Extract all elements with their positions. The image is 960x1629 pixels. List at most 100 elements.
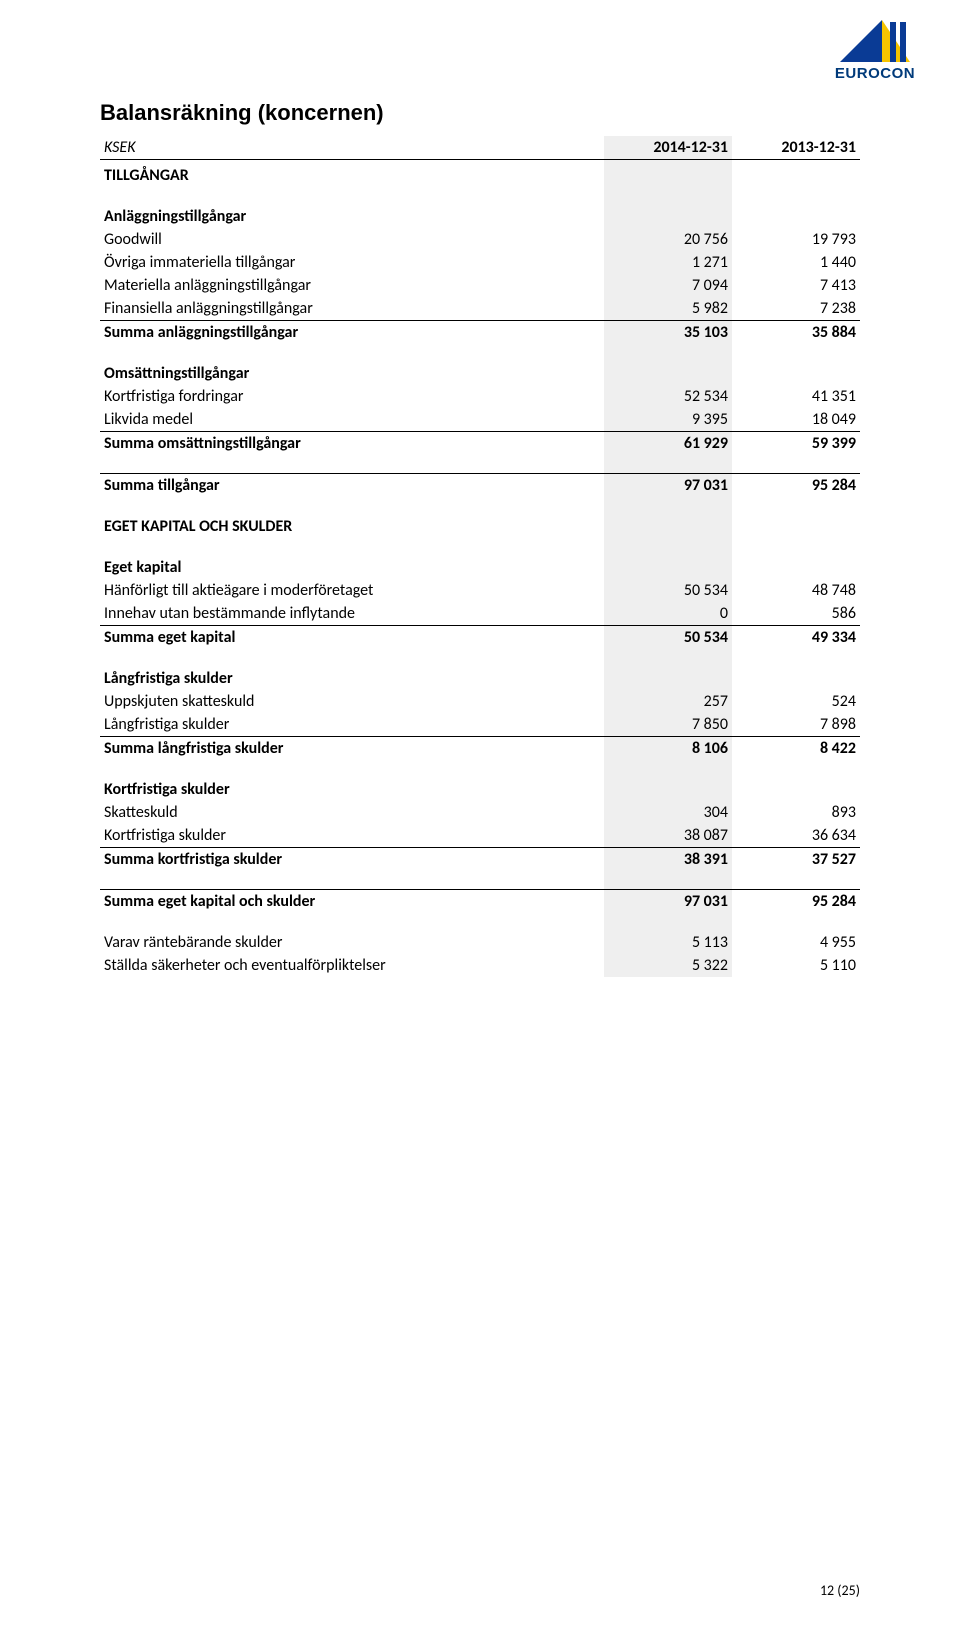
row-label: Summa långfristiga skulder bbox=[100, 737, 604, 761]
row-label: Övriga immateriella tillgångar bbox=[100, 251, 604, 274]
row-value: 893 bbox=[732, 801, 860, 824]
row-value: 7 850 bbox=[604, 713, 732, 737]
row-value: 38 087 bbox=[604, 824, 732, 848]
row-value: 304 bbox=[604, 801, 732, 824]
table-row: Kortfristiga fordringar 52 534 41 351 bbox=[100, 385, 860, 408]
row-label: Goodwill bbox=[100, 228, 604, 251]
subsection-short-term-liabilities: Kortfristiga skulder bbox=[100, 778, 860, 801]
table-row: Skatteskuld 304 893 bbox=[100, 801, 860, 824]
row-label: Summa omsättningstillgångar bbox=[100, 432, 604, 456]
subsection-title: Kortfristiga skulder bbox=[100, 778, 604, 801]
sum-row: Summa långfristiga skulder 8 106 8 422 bbox=[100, 737, 860, 761]
row-value: 9 395 bbox=[604, 408, 732, 432]
page-title: Balansräkning (koncernen) bbox=[100, 100, 860, 126]
row-value: 7 898 bbox=[732, 713, 860, 737]
section-assets: TILLGÅNGAR bbox=[100, 160, 860, 188]
row-label: Varav räntebärande skulder bbox=[100, 931, 604, 954]
row-value: 7 413 bbox=[732, 274, 860, 297]
subsection-title: Omsättningstillgångar bbox=[100, 362, 604, 385]
row-label: Hänförligt till aktieägare i moderföreta… bbox=[100, 579, 604, 602]
row-value: 61 929 bbox=[604, 432, 732, 456]
table-row: Goodwill 20 756 19 793 bbox=[100, 228, 860, 251]
row-label: Summa anläggningstillgångar bbox=[100, 321, 604, 345]
balance-table: KSEK 2014-12-31 2013-12-31 TILLGÅNGAR An… bbox=[100, 136, 860, 977]
row-label: Summa eget kapital bbox=[100, 626, 604, 650]
table-row: Materiella anläggningstillgångar 7 094 7… bbox=[100, 274, 860, 297]
table-row: Ställda säkerheter och eventualförplikte… bbox=[100, 954, 860, 977]
section-title: TILLGÅNGAR bbox=[100, 160, 604, 188]
row-value: 37 527 bbox=[732, 848, 860, 872]
row-value: 95 284 bbox=[732, 890, 860, 914]
row-label: Materiella anläggningstillgångar bbox=[100, 274, 604, 297]
row-value: 1 440 bbox=[732, 251, 860, 274]
row-value: 5 322 bbox=[604, 954, 732, 977]
table-row: Långfristiga skulder 7 850 7 898 bbox=[100, 713, 860, 737]
company-logo: EUROCON bbox=[830, 20, 920, 95]
subsection-title: Eget kapital bbox=[100, 556, 604, 579]
row-value: 59 399 bbox=[732, 432, 860, 456]
subsection-long-term-liabilities: Långfristiga skulder bbox=[100, 667, 860, 690]
row-value: 5 113 bbox=[604, 931, 732, 954]
subsection-current-assets: Omsättningstillgångar bbox=[100, 362, 860, 385]
row-value: 95 284 bbox=[732, 474, 860, 498]
table-row: Övriga immateriella tillgångar 1 271 1 4… bbox=[100, 251, 860, 274]
row-value: 41 351 bbox=[732, 385, 860, 408]
row-label: Finansiella anläggningstillgångar bbox=[100, 297, 604, 321]
row-value: 20 756 bbox=[604, 228, 732, 251]
row-label: Kortfristiga skulder bbox=[100, 824, 604, 848]
sum-row: Summa omsättningstillgångar 61 929 59 39… bbox=[100, 432, 860, 456]
row-label: Likvida medel bbox=[100, 408, 604, 432]
row-value: 524 bbox=[732, 690, 860, 713]
row-value: 7 238 bbox=[732, 297, 860, 321]
sum-row: Summa eget kapital 50 534 49 334 bbox=[100, 626, 860, 650]
row-value: 257 bbox=[604, 690, 732, 713]
row-value: 8 422 bbox=[732, 737, 860, 761]
row-value: 35 884 bbox=[732, 321, 860, 345]
table-row: Hänförligt till aktieägare i moderföreta… bbox=[100, 579, 860, 602]
row-label: Kortfristiga fordringar bbox=[100, 385, 604, 408]
table-row: Finansiella anläggningstillgångar 5 982 … bbox=[100, 297, 860, 321]
row-label: Summa tillgångar bbox=[100, 474, 604, 498]
row-value: 35 103 bbox=[604, 321, 732, 345]
page-number: 12 (25) bbox=[820, 1582, 860, 1599]
row-value: 50 534 bbox=[604, 579, 732, 602]
table-header-row: KSEK 2014-12-31 2013-12-31 bbox=[100, 136, 860, 160]
row-value: 586 bbox=[732, 602, 860, 626]
row-value: 8 106 bbox=[604, 737, 732, 761]
row-value: 36 634 bbox=[732, 824, 860, 848]
row-value: 49 334 bbox=[732, 626, 860, 650]
row-value: 97 031 bbox=[604, 474, 732, 498]
row-label: Skatteskuld bbox=[100, 801, 604, 824]
col-2014: 2014-12-31 bbox=[604, 136, 732, 160]
logo-text: EUROCON bbox=[835, 65, 915, 82]
currency-label: KSEK bbox=[100, 136, 604, 160]
row-value: 50 534 bbox=[604, 626, 732, 650]
row-value: 5 982 bbox=[604, 297, 732, 321]
row-value: 38 391 bbox=[604, 848, 732, 872]
col-2013: 2013-12-31 bbox=[732, 136, 860, 160]
row-value: 19 793 bbox=[732, 228, 860, 251]
subsection-title: Anläggningstillgångar bbox=[100, 205, 604, 228]
row-value: 1 271 bbox=[604, 251, 732, 274]
table-row: Uppskjuten skatteskuld 257 524 bbox=[100, 690, 860, 713]
row-label: Innehav utan bestämmande inflytande bbox=[100, 602, 604, 626]
subsection-title: Långfristiga skulder bbox=[100, 667, 604, 690]
total-assets-row: Summa tillgångar 97 031 95 284 bbox=[100, 474, 860, 498]
row-value: 4 955 bbox=[732, 931, 860, 954]
row-label: Ställda säkerheter och eventualförplikte… bbox=[100, 954, 604, 977]
row-value: 7 094 bbox=[604, 274, 732, 297]
table-row: Kortfristiga skulder 38 087 36 634 bbox=[100, 824, 860, 848]
row-label: Summa kortfristiga skulder bbox=[100, 848, 604, 872]
table-row: Innehav utan bestämmande inflytande 0 58… bbox=[100, 602, 860, 626]
table-row: Varav räntebärande skulder 5 113 4 955 bbox=[100, 931, 860, 954]
sum-row: Summa anläggningstillgångar 35 103 35 88… bbox=[100, 321, 860, 345]
row-label: Summa eget kapital och skulder bbox=[100, 890, 604, 914]
row-value: 5 110 bbox=[732, 954, 860, 977]
sum-row: Summa kortfristiga skulder 38 391 37 527 bbox=[100, 848, 860, 872]
document-page: EUROCON Balansräkning (koncernen) KSEK 2… bbox=[0, 0, 960, 1629]
row-label: Uppskjuten skatteskuld bbox=[100, 690, 604, 713]
total-equity-liabilities-row: Summa eget kapital och skulder 97 031 95… bbox=[100, 890, 860, 914]
subsection-equity: Eget kapital bbox=[100, 556, 860, 579]
section-equity-liabilities: EGET KAPITAL OCH SKULDER bbox=[100, 515, 860, 538]
row-value: 97 031 bbox=[604, 890, 732, 914]
